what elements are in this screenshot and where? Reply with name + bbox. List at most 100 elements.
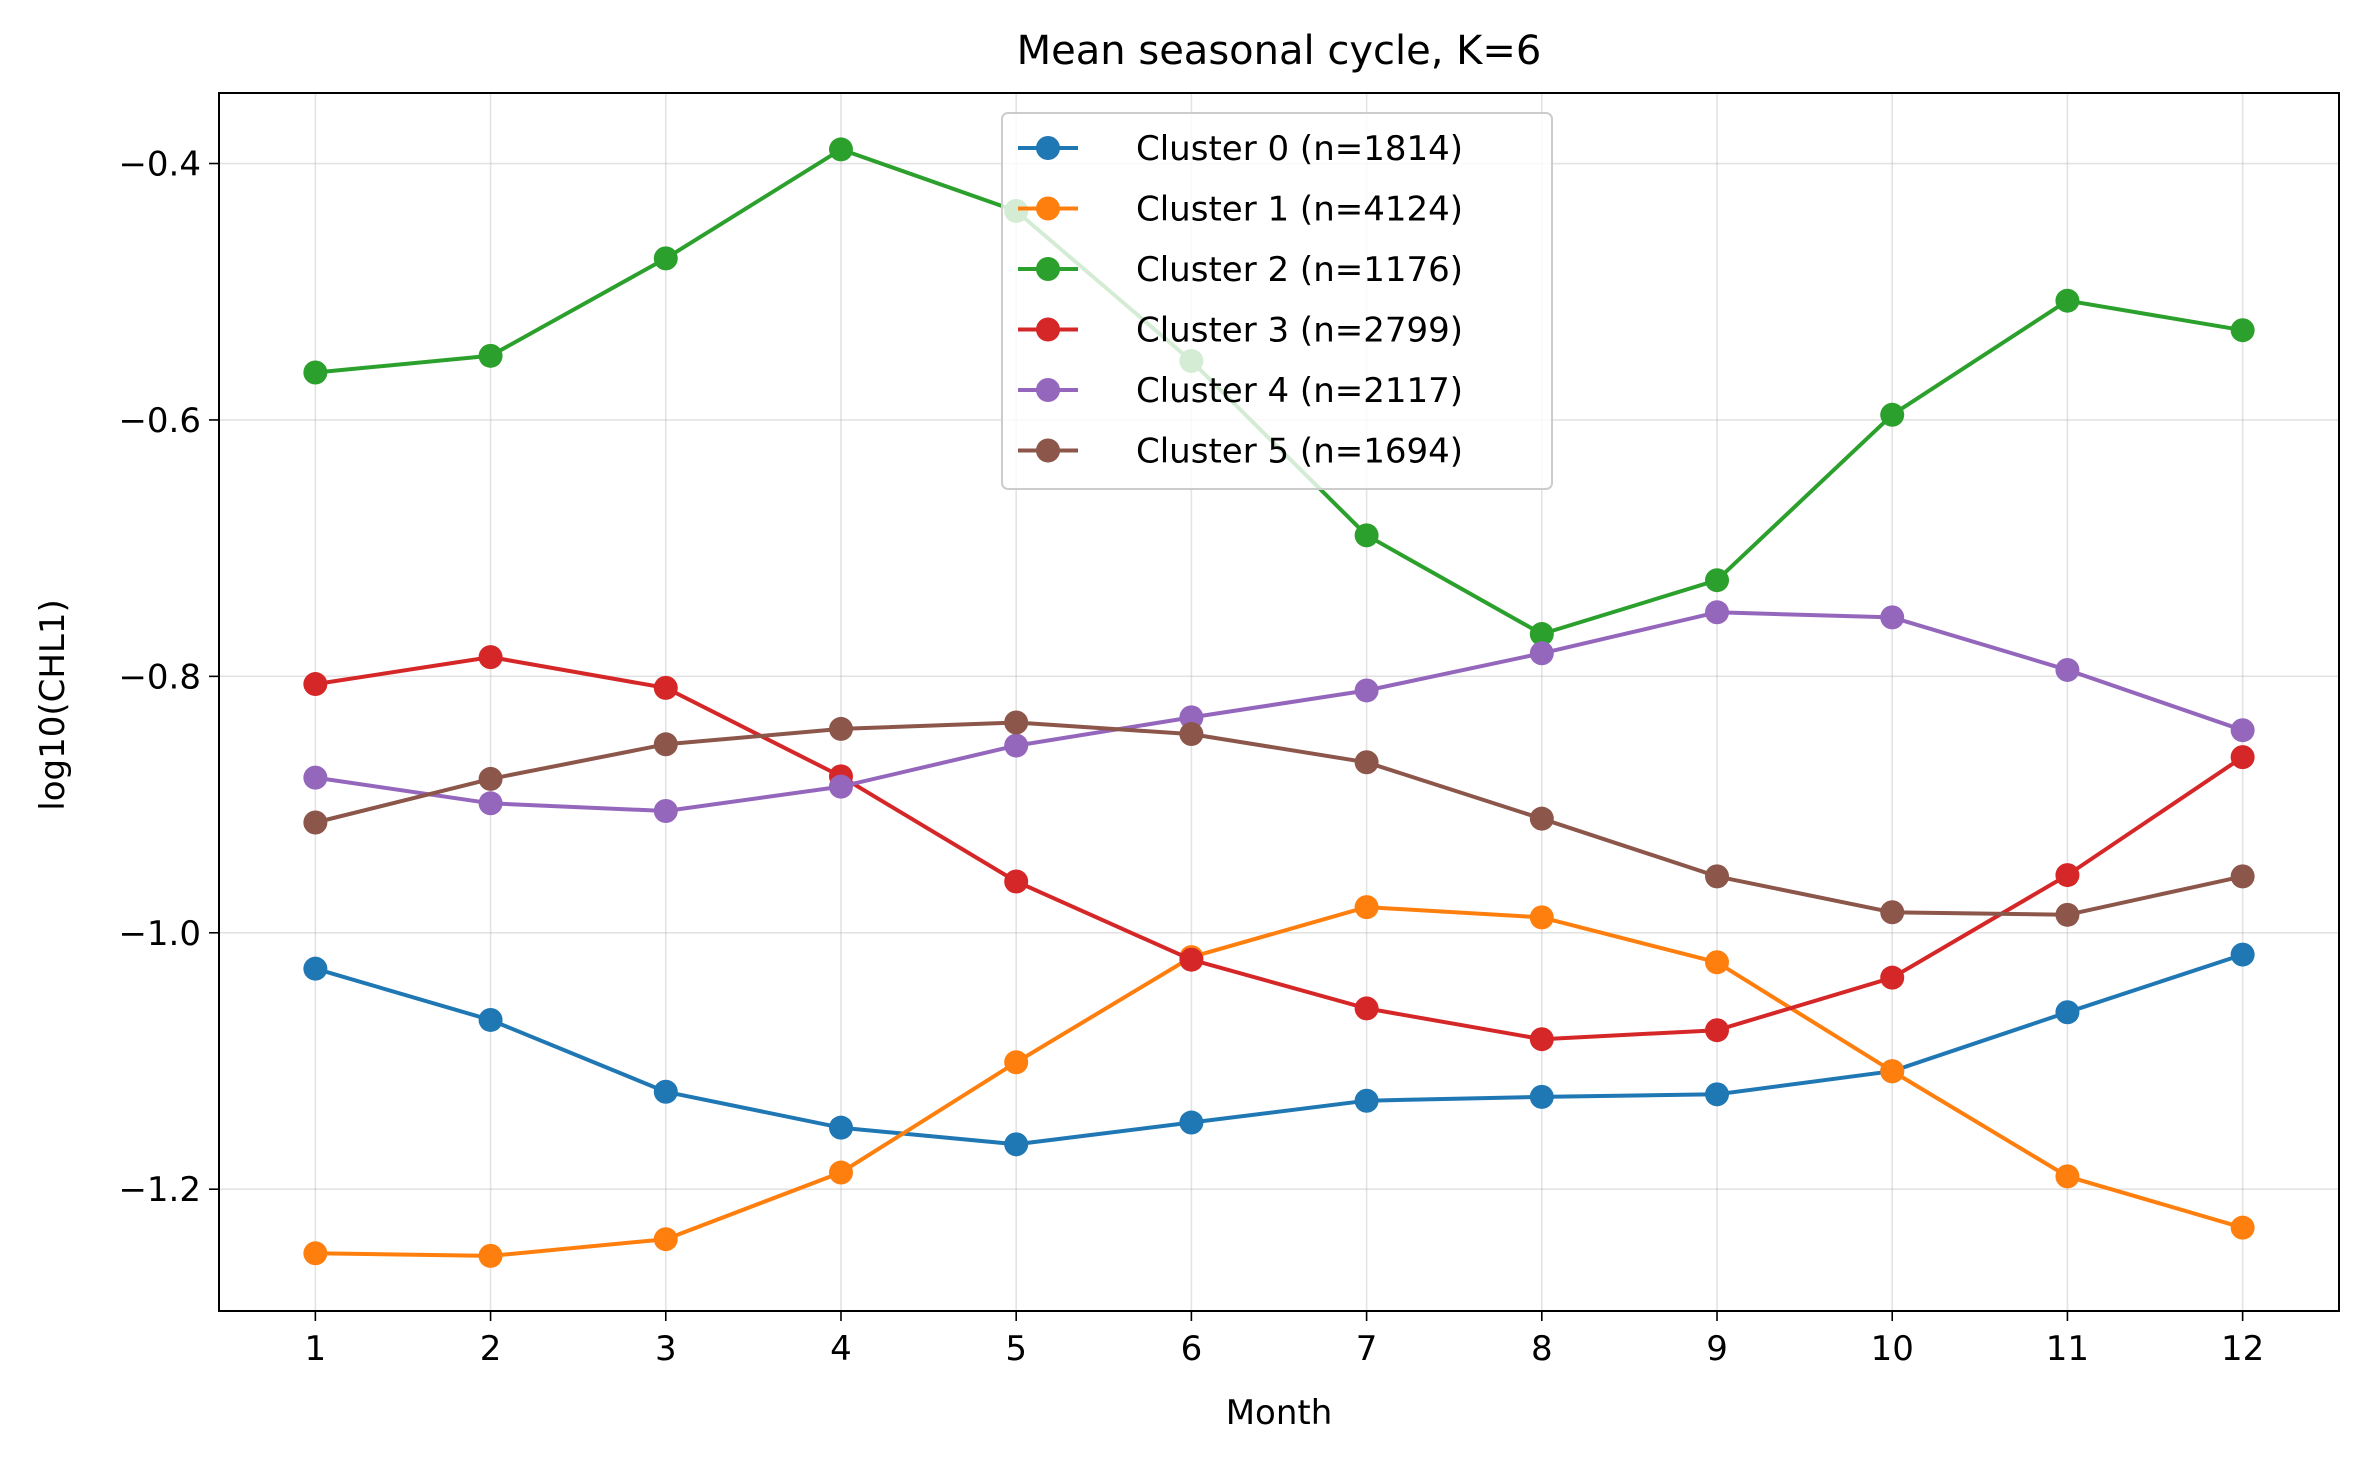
data-point bbox=[653, 1079, 678, 1104]
data-point bbox=[1529, 905, 1554, 930]
data-point bbox=[478, 343, 503, 368]
series-layer bbox=[303, 137, 2255, 1268]
series-line bbox=[314, 952, 2244, 1147]
data-point bbox=[1179, 722, 1204, 747]
data-point bbox=[2055, 863, 2080, 888]
data-point bbox=[478, 766, 503, 791]
y-tick-label: −1.0 bbox=[118, 914, 201, 954]
data-point bbox=[2055, 902, 2080, 927]
data-point bbox=[1880, 965, 1905, 990]
legend-label: Cluster 3 (n=2799) bbox=[1136, 311, 1463, 351]
data-point bbox=[478, 645, 503, 670]
data-point bbox=[1004, 1132, 1029, 1157]
data-point bbox=[1354, 678, 1379, 703]
data-point bbox=[2230, 942, 2255, 967]
y-tick-label: −0.8 bbox=[118, 657, 201, 697]
x-tick-label: 2 bbox=[480, 1329, 502, 1369]
legend-entry: Cluster 1 (n=4124) bbox=[1018, 190, 1463, 230]
data-point bbox=[2230, 745, 2255, 770]
legend-entry: Cluster 5 (n=1694) bbox=[1018, 432, 1463, 472]
data-point bbox=[1705, 950, 1730, 975]
data-point bbox=[1880, 605, 1905, 630]
x-tick-label: 1 bbox=[305, 1329, 327, 1369]
x-tick-label: 11 bbox=[2046, 1329, 2089, 1369]
data-point bbox=[1004, 710, 1029, 735]
legend-label: Cluster 4 (n=2117) bbox=[1136, 371, 1463, 411]
x-tick-label: 9 bbox=[1706, 1329, 1728, 1369]
legend-entry: Cluster 4 (n=2117) bbox=[1018, 371, 1463, 411]
data-point bbox=[1529, 806, 1554, 831]
data-point bbox=[1004, 1050, 1029, 1075]
legend-marker bbox=[1036, 438, 1060, 463]
data-point bbox=[653, 675, 678, 700]
data-point bbox=[2055, 288, 2080, 313]
series-cluster-0 bbox=[303, 942, 2255, 1157]
data-point bbox=[1004, 869, 1029, 894]
data-point bbox=[2230, 318, 2255, 343]
data-point bbox=[303, 360, 328, 385]
series-cluster-4 bbox=[303, 600, 2255, 823]
data-point bbox=[303, 1241, 328, 1266]
y-axis-label: log10(CHL1) bbox=[33, 599, 73, 811]
data-point bbox=[1880, 1059, 1905, 1084]
data-point bbox=[478, 1007, 503, 1032]
legend-entry: Cluster 3 (n=2799) bbox=[1018, 311, 1463, 351]
data-point bbox=[1179, 947, 1204, 972]
data-point bbox=[2055, 1000, 2080, 1025]
series-cluster-3 bbox=[303, 645, 2255, 1052]
y-axis-ticks: −1.2 −1.0 −0.8 −0.6 −0.4 bbox=[118, 145, 219, 1210]
legend-box bbox=[1001, 112, 1553, 490]
data-point bbox=[1705, 600, 1730, 625]
data-point bbox=[828, 137, 853, 162]
legend-marker bbox=[1036, 317, 1060, 342]
data-point bbox=[1179, 1110, 1204, 1135]
legend-marker bbox=[1036, 257, 1060, 281]
data-point bbox=[1529, 1027, 1554, 1052]
data-point bbox=[303, 765, 328, 790]
legend-marker bbox=[1036, 196, 1060, 221]
legend-label: Cluster 1 (n=4124) bbox=[1136, 190, 1463, 230]
data-point bbox=[1705, 1082, 1730, 1107]
y-tick-label: −0.4 bbox=[118, 145, 201, 185]
data-point bbox=[653, 732, 678, 757]
data-point bbox=[303, 956, 328, 981]
data-point bbox=[1529, 622, 1554, 647]
x-tick-label: 10 bbox=[1871, 1329, 1914, 1369]
legend-label: Cluster 2 (n=1176) bbox=[1136, 250, 1463, 290]
data-point bbox=[2055, 657, 2080, 682]
data-point bbox=[1529, 641, 1554, 666]
data-point bbox=[2230, 718, 2255, 743]
data-point bbox=[653, 246, 678, 271]
data-point bbox=[303, 810, 328, 835]
data-point bbox=[1004, 733, 1029, 758]
data-point bbox=[478, 791, 503, 816]
data-point bbox=[1354, 750, 1379, 775]
data-point bbox=[1705, 568, 1730, 593]
data-point bbox=[1880, 900, 1905, 925]
legend-marker bbox=[1036, 136, 1060, 160]
series-line bbox=[315, 655, 2244, 1042]
data-point bbox=[653, 1227, 678, 1252]
x-tick-label: 5 bbox=[1005, 1329, 1027, 1369]
x-tick-label: 7 bbox=[1356, 1329, 1378, 1369]
data-point bbox=[828, 716, 853, 741]
x-tick-label: 6 bbox=[1181, 1329, 1203, 1369]
legend-label: Cluster 5 (n=1694) bbox=[1136, 432, 1463, 472]
x-tick-label: 8 bbox=[1531, 1329, 1553, 1369]
x-tick-label: 3 bbox=[655, 1329, 677, 1369]
data-point bbox=[1354, 523, 1379, 548]
x-axis-label: Month bbox=[1226, 1393, 1333, 1433]
legend: Cluster 0 (n=1814) Cluster 1 (n=4124) Clus… bbox=[1001, 112, 1553, 490]
y-tick-label: −0.6 bbox=[118, 401, 201, 441]
chart-title: Mean seasonal cycle, K=6 bbox=[1017, 28, 1542, 74]
data-point bbox=[1354, 1088, 1379, 1113]
data-point bbox=[828, 1115, 853, 1140]
legend-entry: Cluster 0 (n=1814) bbox=[1018, 129, 1463, 169]
series-line bbox=[315, 905, 2244, 1258]
data-point bbox=[2230, 864, 2255, 889]
data-point bbox=[478, 1243, 503, 1268]
data-point bbox=[828, 1160, 853, 1185]
series-line bbox=[315, 610, 2244, 813]
series-line bbox=[314, 720, 2244, 917]
